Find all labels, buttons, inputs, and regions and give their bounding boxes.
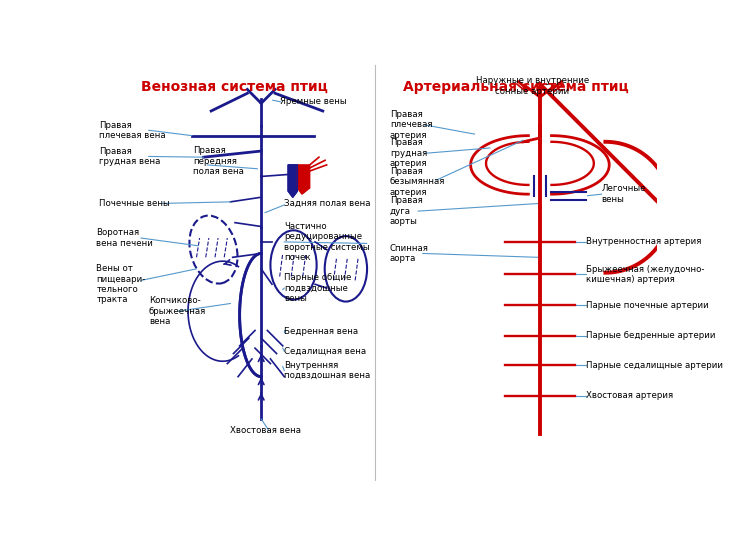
Text: Правая
безымянная
артерия: Правая безымянная артерия bbox=[389, 167, 445, 197]
Text: Частично
редуцированные
воротные системы
почек: Частично редуцированные воротные системы… bbox=[284, 222, 370, 262]
Text: Спинная
аорта: Спинная аорта bbox=[389, 244, 429, 263]
Text: Воротная
вена печени: Воротная вена печени bbox=[97, 228, 153, 248]
Text: Брыжеечная (желудочно-
кишечная) артерия: Брыжеечная (желудочно- кишечная) артерия bbox=[586, 265, 705, 284]
Text: Правая
передняя
полая вена: Правая передняя полая вена bbox=[193, 146, 244, 176]
Text: Хвостовая артерия: Хвостовая артерия bbox=[586, 392, 673, 400]
Text: Наружные и внутренние
сонные артерии: Наружные и внутренние сонные артерии bbox=[476, 76, 589, 96]
Text: Почечные вены: Почечные вены bbox=[100, 199, 171, 208]
Text: Правая
дуга
аорты: Правая дуга аорты bbox=[389, 196, 422, 226]
Text: Вены от
пищевари-
тельного
тракта: Вены от пищевари- тельного тракта bbox=[97, 264, 146, 305]
Text: Парные почечные артерии: Парные почечные артерии bbox=[586, 301, 709, 309]
Text: Задняя полая вена: Задняя полая вена bbox=[284, 199, 371, 208]
Polygon shape bbox=[297, 165, 310, 194]
Text: Внутренностная артерия: Внутренностная артерия bbox=[586, 238, 701, 246]
Text: Правая
плечевая
артерия: Правая плечевая артерия bbox=[389, 110, 433, 140]
Polygon shape bbox=[288, 165, 297, 197]
Text: Правая
плечевая вена: Правая плечевая вена bbox=[100, 120, 166, 140]
Ellipse shape bbox=[325, 236, 367, 301]
Text: Копчиково-
брыжеечная
вена: Копчиково- брыжеечная вена bbox=[149, 296, 206, 326]
Text: Бедренная вена: Бедренная вена bbox=[284, 327, 359, 336]
Text: Парные седалищные артерии: Парные седалищные артерии bbox=[586, 361, 723, 369]
Text: Легочные
вены: Легочные вены bbox=[602, 185, 646, 204]
Text: Яремные вены: Яремные вены bbox=[280, 97, 347, 106]
Text: Парные бедренные артерии: Парные бедренные артерии bbox=[586, 332, 716, 340]
Text: Венозная система птиц: Венозная система птиц bbox=[141, 80, 328, 94]
Text: Внутренняя
подвздошная вена: Внутренняя подвздошная вена bbox=[284, 361, 370, 380]
Text: Парные общие
подвздошные
вены: Парные общие подвздошные вены bbox=[284, 273, 351, 303]
Ellipse shape bbox=[190, 215, 237, 284]
Text: Артериальная система птиц: Артериальная система птиц bbox=[403, 80, 629, 94]
Text: Правая
грудная вена: Правая грудная вена bbox=[100, 147, 161, 166]
Text: Седалищная вена: Седалищная вена bbox=[284, 347, 367, 356]
Ellipse shape bbox=[270, 231, 317, 300]
Text: Правая
грудная
артерия: Правая грудная артерия bbox=[389, 138, 427, 168]
Text: Хвостовая вена: Хвостовая вена bbox=[231, 426, 302, 435]
